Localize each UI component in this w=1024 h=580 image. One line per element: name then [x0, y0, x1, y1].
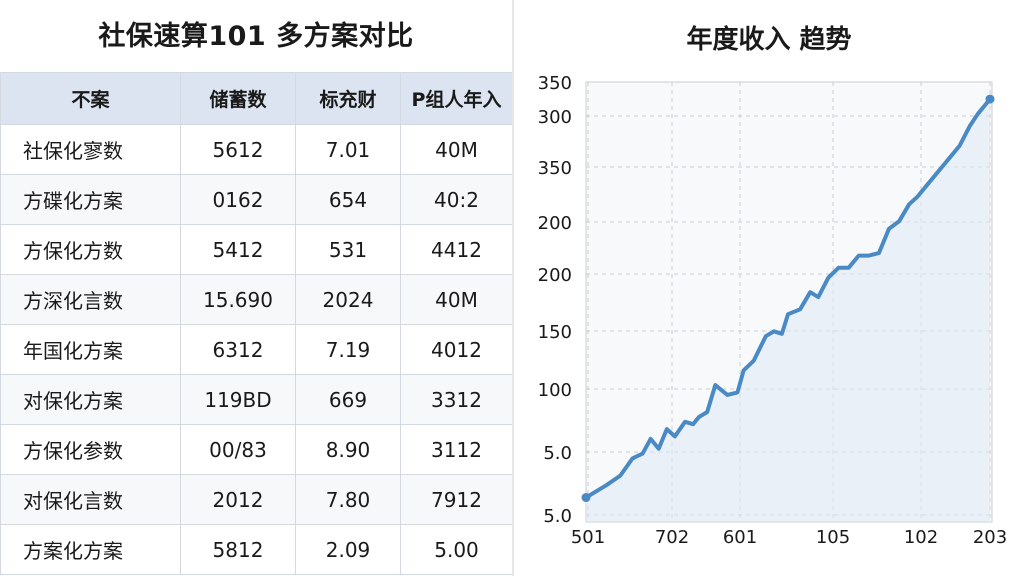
series-end-point [985, 94, 995, 104]
x-tick-label: 601 [723, 527, 757, 548]
table-row: 对保化方案 119BD 669 3312 [0, 374, 513, 425]
table-cell: 40:2 [400, 174, 513, 225]
y-tick-label: 100 [538, 380, 572, 401]
series-line [584, 97, 992, 500]
table-cell: 654 [295, 174, 401, 225]
table-cell: 531 [295, 224, 401, 275]
table-cell: 2012 [180, 474, 296, 525]
y-tick-label: 300 [538, 107, 572, 128]
x-tick-label: 501 [571, 527, 605, 548]
table-cell: 4412 [400, 224, 513, 275]
table-cell: 3312 [400, 374, 513, 425]
row-label-cell: 对保化言数 [0, 474, 181, 525]
y-tick-label: 5.0 [543, 443, 572, 464]
chart-panel: 350 300 350 200 200 150 100 5.0 5.0 501 702 601 105 1… [514, 0, 1024, 576]
table-cell: 119BD [180, 374, 296, 425]
row-label-cell: 社保化寥数 [0, 124, 181, 175]
row-label-cell: 方案化方案 [0, 524, 181, 575]
column-header: P组人年入 [400, 72, 513, 125]
table-header-row: 不案 储蓄数 标充财 P组人年入 [0, 72, 513, 125]
x-tick-label: 203 [973, 527, 1007, 548]
table-cell: 40M [400, 124, 513, 175]
x-tick-label: 105 [816, 527, 850, 548]
table-cell: 0162 [180, 174, 296, 225]
row-label-cell: 年国化方案 [0, 324, 181, 375]
comparison-table: 不案 储蓄数 标充财 P组人年入 社保化寥数 5612 7.01 40M 方碟化方案 01… [0, 72, 513, 575]
table-row: 年国化方案 6312 7.19 4012 [0, 324, 513, 375]
table-cell: 2024 [295, 274, 401, 325]
table-cell: 6312 [180, 324, 296, 375]
table-cell: 3112 [400, 424, 513, 475]
table-cell: 7912 [400, 474, 513, 525]
x-tick-label: 702 [655, 527, 689, 548]
column-header: 标充财 [295, 72, 401, 125]
table-cell: 7.80 [295, 474, 401, 525]
y-tick-label: 150 [538, 322, 572, 343]
column-header: 储蓄数 [180, 72, 296, 125]
table-cell: 4012 [400, 324, 513, 375]
table-cell: 5.00 [400, 524, 513, 575]
row-label-cell: 方碟化方案 [0, 174, 181, 225]
x-tick-label: 102 [904, 527, 938, 548]
table-row: 方保化参数 00/83 8.90 3112 [0, 424, 513, 475]
table-row: 方深化言数 15.690 2024 40M [0, 274, 513, 325]
panel-divider [512, 0, 514, 576]
row-label-cell: 对保化方案 [0, 374, 181, 425]
table-cell: 5812 [180, 524, 296, 575]
table-cell: 5612 [180, 124, 296, 175]
column-header: 不案 [0, 72, 181, 125]
table-cell: 669 [295, 374, 401, 425]
table-cell: 7.01 [295, 124, 401, 175]
table-cell: 8.90 [295, 424, 401, 475]
table-cell: 40M [400, 274, 513, 325]
row-label-cell: 方保化方数 [0, 224, 181, 275]
y-tick-label: 200 [538, 213, 572, 234]
y-tick-label: 5.0 [543, 506, 572, 527]
table-panel: 社保速算101 多方案对比 不案 储蓄数 标充财 P组人年入 社保化寥数 5612… [0, 0, 513, 576]
row-label-cell: 方保化参数 [0, 424, 181, 475]
table-row: 社保化寥数 5612 7.01 40M [0, 124, 513, 175]
table-cell: 2.09 [295, 524, 401, 575]
table-title: 社保速算101 多方案对比 [98, 21, 414, 52]
table-cell: 00/83 [180, 424, 296, 475]
table-row: 方案化方案 5812 2.09 5.00 [0, 524, 513, 575]
y-tick-label: 350 [538, 158, 572, 179]
series-start-point [581, 493, 591, 503]
table-row: 方碟化方案 0162 654 40:2 [0, 174, 513, 225]
table-cell: 15.690 [180, 274, 296, 325]
y-tick-label: 350 [538, 73, 572, 94]
table-cell: 5412 [180, 224, 296, 275]
chart-title: 年度收入 趋势 [686, 24, 851, 55]
y-tick-label: 200 [538, 265, 572, 286]
table-cell: 7.19 [295, 324, 401, 375]
row-label-cell: 方深化言数 [0, 274, 181, 325]
table-row: 对保化言数 2012 7.80 7912 [0, 474, 513, 525]
series-area-shade [586, 99, 990, 522]
table-body: 社保化寥数 5612 7.01 40M 方碟化方案 0162 654 40:2 方保化方数 541… [0, 124, 513, 575]
table-row: 方保化方数 5412 531 4412 [0, 224, 513, 275]
